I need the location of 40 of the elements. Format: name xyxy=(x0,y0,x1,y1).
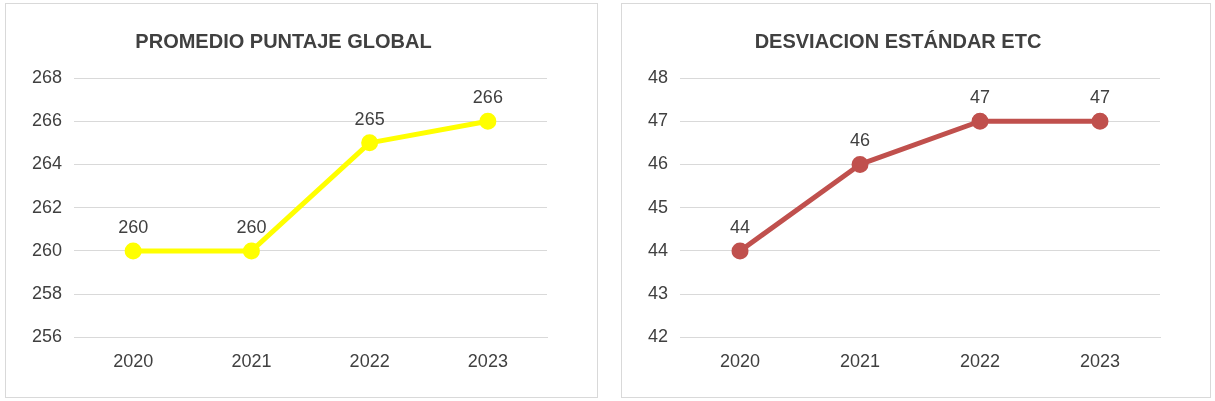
y-tick-label: 266 xyxy=(31,110,63,131)
x-tick-label: 2023 xyxy=(1079,351,1121,372)
data-label: 46 xyxy=(850,130,871,151)
point xyxy=(479,112,497,130)
data-label: 47 xyxy=(969,87,991,108)
y-tick-label: 48 xyxy=(647,66,669,87)
data-label: 265 xyxy=(354,108,385,129)
x-tick-label: 2020 xyxy=(720,351,761,372)
y-tick-label: 262 xyxy=(31,196,63,217)
x-tick-label: 2021 xyxy=(231,351,272,372)
point xyxy=(1091,112,1109,130)
data-label: 266 xyxy=(472,87,503,108)
point xyxy=(851,155,869,173)
y-tick-label: 42 xyxy=(647,326,669,347)
y-tick-label: 258 xyxy=(31,283,63,304)
point xyxy=(124,242,142,260)
y-tick-label: 260 xyxy=(31,239,63,260)
y-tick-label: 45 xyxy=(647,196,669,217)
chart-title: PROMEDIO PUNTAJE GLOBAL xyxy=(135,29,432,52)
point xyxy=(971,112,989,130)
y-tick-label: 43 xyxy=(647,283,669,304)
x-tick-label: 2021 xyxy=(839,351,881,372)
x-tick-label: 2020 xyxy=(113,351,154,372)
point xyxy=(242,242,260,260)
data-label: 260 xyxy=(236,216,267,237)
y-tick-label: 264 xyxy=(31,153,63,174)
point xyxy=(361,134,379,152)
x-tick-label: 2023 xyxy=(467,351,508,372)
chart-title: DESVIACION ESTÁNDAR ETC xyxy=(754,29,1042,52)
y-tick-label: 268 xyxy=(31,66,63,87)
y-tick-label: 46 xyxy=(647,153,669,174)
y-tick-label: 44 xyxy=(647,239,669,260)
x-tick-label: 2022 xyxy=(349,351,390,372)
x-tick-label: 2022 xyxy=(959,351,1001,372)
y-tick-label: 47 xyxy=(647,110,669,131)
data-label: 260 xyxy=(118,216,149,237)
point xyxy=(731,242,749,260)
data-label: 44 xyxy=(730,216,751,237)
y-tick-label: 256 xyxy=(31,326,63,347)
data-label: 47 xyxy=(1089,87,1111,108)
